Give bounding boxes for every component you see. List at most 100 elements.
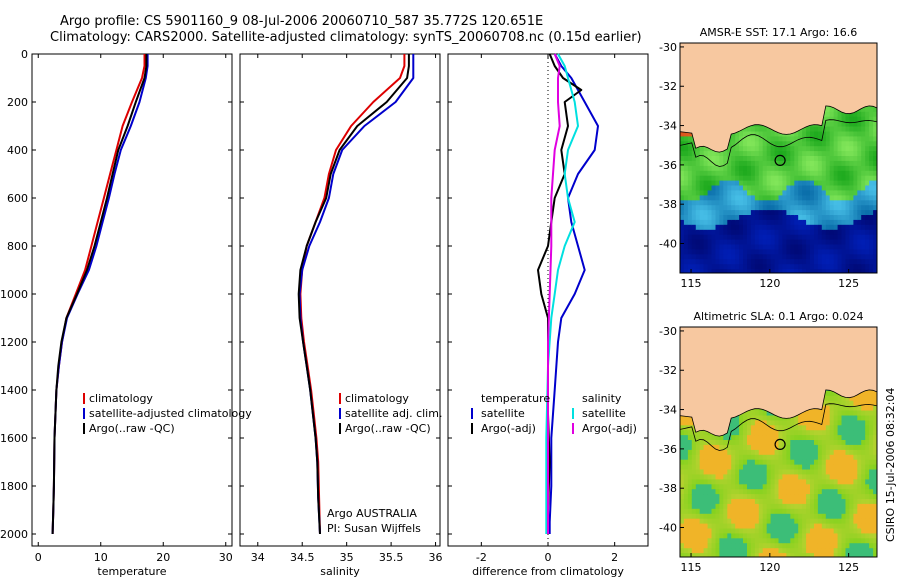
sst-map-sea-cell: [865, 131, 870, 137]
sst-map-sea-cell: [782, 190, 787, 196]
sst-map-sea-cell: [814, 126, 819, 132]
sst-map-sea-cell: [719, 254, 724, 260]
sla-map-sea-cell: [802, 479, 807, 485]
sla-map-sea-cell: [837, 410, 843, 416]
sla-map-sea-cell: [798, 533, 803, 539]
sla-map-sea-cell: [817, 435, 823, 441]
sst-map-sea-cell: [703, 264, 709, 270]
sla-map-sea-cell: [869, 479, 874, 485]
temperature-legend-entry: satellite-adjusted climatology: [89, 407, 252, 420]
sla-map-sea-cell: [786, 459, 791, 466]
sst-map-sea-cell: [825, 136, 831, 142]
sla-map-sea-cell: [786, 543, 791, 549]
sst-map-sea-cell: [794, 205, 799, 211]
sst-map-sea-cell: [810, 244, 815, 250]
sla-map-sea-cell: [707, 435, 713, 441]
sla-map-sea-cell: [762, 494, 768, 500]
sla-map-sea-cell: [770, 444, 776, 451]
sst-map-sea-cell: [715, 195, 720, 201]
sst-map-sea-cell: [766, 141, 772, 147]
sla-map-sea-cell: [719, 459, 724, 466]
sla-map-sea-cell: [719, 503, 724, 510]
sla-map-sea-cell: [774, 435, 780, 441]
sst-map-sea-cell: [778, 156, 783, 162]
sla-map-sea-cell: [790, 508, 795, 515]
sst-map-sea-cell: [853, 146, 858, 152]
sla-map-sea-cell: [770, 553, 776, 557]
sst-map-sea-cell: [711, 249, 716, 255]
sst-map-sea-cell: [849, 180, 854, 187]
sst-map-sea-cell: [758, 259, 764, 265]
sst-map-sea-cell: [687, 269, 693, 273]
sst-map-sea-cell: [766, 264, 772, 270]
sla-map-sea-cell: [869, 548, 874, 554]
sst-map-sea-cell: [762, 229, 768, 236]
sla-map-sea-cell: [782, 518, 787, 525]
sst-map-sea-cell: [715, 156, 720, 162]
sla-map-sea-cell: [762, 469, 768, 475]
sst-map-sea-cell: [810, 151, 815, 157]
sla-map-sea-cell: [691, 513, 697, 520]
sla-map-sea-cell: [841, 395, 846, 402]
sst-map-sea-cell: [786, 195, 791, 201]
sst-map-sea-cell: [873, 195, 877, 201]
sst-map-sea-cell: [841, 200, 846, 206]
sla-map-sea-cell: [857, 459, 862, 466]
sst-map-sea-cell: [754, 190, 760, 196]
sst-map-sea-cell: [766, 254, 772, 260]
sla-map-sea-cell: [695, 494, 701, 500]
sla-map-sea-cell: [833, 440, 839, 446]
sst-map-sea-cell: [810, 170, 815, 177]
sst-map-sea-cell: [857, 121, 862, 128]
sla-map-sea-cell: [833, 464, 839, 471]
sst-map-sea-cell: [821, 219, 827, 226]
sla-map-sea-cell: [695, 479, 701, 485]
sst-map-sea-cell: [778, 170, 783, 177]
sst-map-sea-cell: [707, 249, 713, 255]
sst-map-sea-cell: [810, 126, 815, 132]
sla-map-sea-cell: [861, 425, 866, 431]
sst-map-sea-cell: [873, 165, 877, 172]
sst-map-sea-cell: [825, 254, 831, 260]
sla-map-sea-cell: [794, 474, 799, 480]
sst-map-sea-cell: [873, 156, 877, 162]
sla-map-sea-cell: [861, 400, 866, 407]
sla-map-sea-cell: [754, 489, 760, 495]
sla-map-sea-cell: [707, 449, 713, 456]
sst-map-sea-cell: [873, 141, 877, 147]
sla-map-sea-cell: [829, 538, 835, 544]
sst-map-sea-cell: [853, 121, 858, 128]
sla-map-sea-cell: [869, 440, 874, 446]
sla-map-sea-cell: [743, 410, 748, 416]
sst-map-sea-cell: [829, 190, 835, 196]
sst-map-sea-cell: [754, 185, 760, 191]
sst-map-sea-cell: [841, 259, 846, 265]
sst-map-sea-cell: [790, 185, 795, 191]
sla-map-sea-cell: [837, 474, 843, 480]
sla-map-sea-cell: [762, 553, 768, 557]
sst-map-sea-cell: [849, 185, 854, 191]
sla-map-sea-cell: [806, 415, 811, 421]
sla-map-sea-cell: [778, 479, 783, 485]
sla-map-sea-cell: [837, 430, 843, 436]
sst-map-sea-cell: [731, 180, 736, 187]
sla-map-sea-cell: [707, 508, 713, 515]
sst-map-sea-cell: [766, 219, 772, 226]
sst-map-sea-cell: [711, 239, 716, 246]
sst-map-sea-cell: [715, 249, 720, 255]
sst-map-sea-cell: [825, 185, 831, 191]
sst-map-sea-cell: [865, 264, 870, 270]
sla-map-sea-cell: [810, 420, 815, 426]
sla-map-sea-cell: [782, 464, 787, 471]
sla-map-sea-cell: [727, 469, 732, 475]
sla-map-sea-cell: [861, 469, 866, 475]
sst-map-sea-cell: [841, 165, 846, 172]
sla-map-sea-cell: [687, 528, 693, 534]
sst-map-sea-cell: [770, 151, 776, 157]
sla-map-sea-cell: [821, 548, 827, 554]
sla-map-sea-cell: [707, 523, 713, 530]
sst-map-sea-cell: [790, 219, 795, 226]
sla-map-sea-cell: [703, 533, 709, 539]
sst-map-sea-cell: [680, 136, 685, 142]
sst-map-sea-cell: [841, 244, 846, 250]
